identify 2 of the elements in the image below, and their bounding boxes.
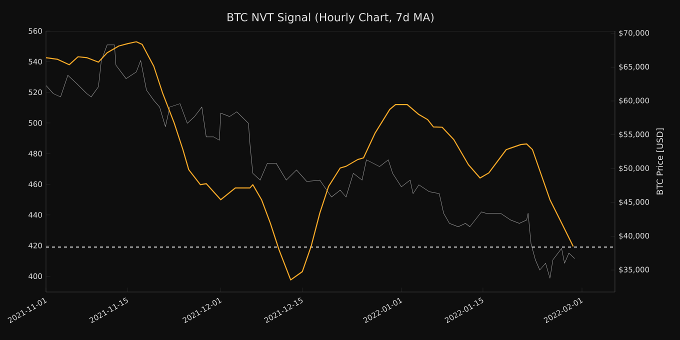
y2-axis-title: BTC Price [USD] — [656, 128, 664, 194]
chart-title: BTC NVT Signal (Hourly Chart, 7d MA) — [228, 12, 434, 24]
